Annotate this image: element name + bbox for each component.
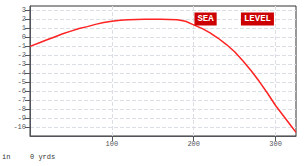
svg-text:200: 200 (187, 140, 200, 148)
svg-text:-10: -10 (13, 123, 26, 131)
svg-text:-7: -7 (18, 96, 26, 104)
svg-text:-5: -5 (18, 78, 26, 86)
svg-text:0: 0 (22, 33, 26, 41)
svg-text:300: 300 (269, 140, 282, 148)
svg-text:-9: -9 (18, 114, 26, 122)
svg-text:-6: -6 (18, 87, 26, 95)
svg-text:0 yrds: 0 yrds (30, 153, 55, 161)
svg-text:1: 1 (22, 24, 26, 32)
svg-text:100: 100 (106, 140, 119, 148)
svg-text:-3: -3 (18, 60, 26, 68)
svg-text:-4: -4 (18, 69, 26, 77)
svg-text:3: 3 (22, 6, 26, 14)
svg-text:LEVEL: LEVEL (244, 14, 271, 24)
svg-text:-1: -1 (18, 42, 26, 50)
svg-text:-2: -2 (18, 51, 26, 59)
svg-text:2: 2 (22, 15, 26, 23)
svg-text:in: in (2, 153, 10, 161)
svg-text:SEA: SEA (197, 14, 214, 24)
svg-text:-8: -8 (18, 105, 26, 113)
